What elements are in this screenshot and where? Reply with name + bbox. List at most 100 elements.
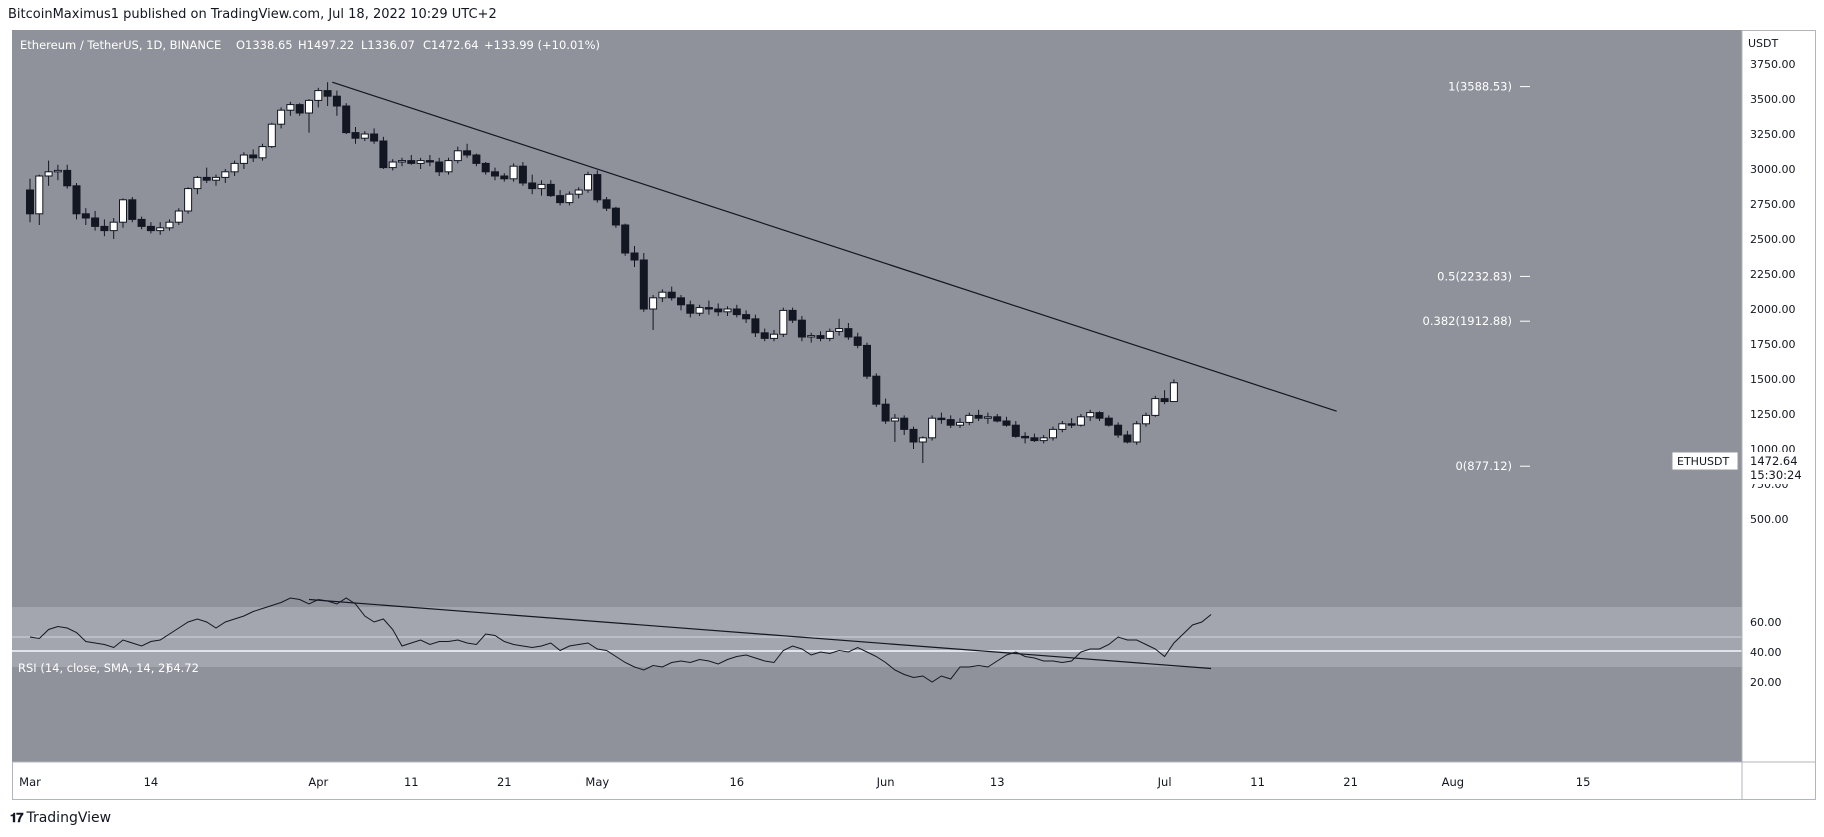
candle-down <box>342 105 351 134</box>
candle-up <box>1039 437 1048 442</box>
rsi-axis[interactable]: 20.00 40.00 60.00 <box>1750 616 1782 689</box>
price-chart[interactable]: 1(3588.53) 0.5(2232.83) 0.382(1912.88) 0(87… <box>12 30 1816 800</box>
candle-up <box>1076 416 1085 426</box>
ohlc-close: C1472.64 <box>423 38 479 52</box>
candle-down <box>1095 412 1104 419</box>
rsi-tick-label: 20.00 <box>1750 676 1782 689</box>
candle-up <box>416 160 425 164</box>
candle-up <box>965 414 974 423</box>
candle-down <box>1067 423 1076 426</box>
rsi-legend: RSI (14, close, SMA, 14, 2) <box>18 661 170 675</box>
footer-brand[interactable]: 𝟏𝟕 TradingView <box>10 810 111 826</box>
price-trendline-group <box>332 81 1337 412</box>
candle-up <box>1058 423 1067 430</box>
candle-up <box>1049 428 1057 439</box>
candle-up <box>537 183 546 190</box>
candle-down <box>146 225 155 232</box>
candle-down <box>81 213 90 219</box>
candle-down <box>481 162 490 173</box>
candle-down <box>528 182 537 190</box>
candle-up <box>109 221 118 232</box>
candle-down <box>1030 437 1039 442</box>
candle-down <box>100 225 109 232</box>
candles-group <box>26 82 1178 463</box>
candle-up <box>770 333 778 339</box>
candle-down <box>909 428 918 443</box>
candle-down <box>686 304 695 314</box>
candle-up <box>956 421 964 426</box>
candle-down <box>1011 424 1020 437</box>
candle-up <box>360 133 369 139</box>
candle-up <box>53 169 62 173</box>
price-tick-label: 500.00 <box>1750 513 1789 526</box>
rsi-pane[interactable] <box>12 652 1742 762</box>
candle-up <box>835 328 844 332</box>
candle-down <box>295 104 304 114</box>
candle-down <box>491 171 499 177</box>
candle-down <box>714 308 723 313</box>
rsi-tick-label: 60.00 <box>1750 616 1782 629</box>
candle-up <box>230 162 239 173</box>
candle-up <box>258 146 267 159</box>
candle-down <box>760 332 769 339</box>
ohlc-high: H1497.22 <box>298 38 354 52</box>
publish-header: BitcoinMaximus1 published on TradingView… <box>8 7 497 22</box>
candle-up <box>212 176 220 181</box>
candle-up <box>305 99 313 114</box>
footer-brand-text: TradingView <box>26 810 112 826</box>
candle-down <box>72 185 81 215</box>
candle-down <box>872 375 881 405</box>
time-tick-label: 16 <box>729 775 744 789</box>
candle-down <box>370 133 379 142</box>
candle-down <box>202 176 211 181</box>
candle-up <box>565 193 574 204</box>
candle-down <box>946 419 955 426</box>
time-tick-label: Apr <box>308 775 328 789</box>
candle-up <box>286 104 295 111</box>
currency-label: USDT <box>1748 37 1779 50</box>
candle-up <box>509 165 518 180</box>
candle-down <box>797 319 806 338</box>
candle-down <box>788 309 797 321</box>
candle-down <box>1160 398 1169 403</box>
fib-level-label: 1(3588.53) <box>1448 80 1512 94</box>
bar-countdown: 15:30:24 <box>1750 468 1802 482</box>
candle-up <box>314 90 323 101</box>
candle-up <box>658 291 667 299</box>
candle-up <box>890 417 899 422</box>
symbol-legend: Ethereum / TetherUS, 1D, BINANCE <box>20 38 221 52</box>
candle-down <box>332 95 341 107</box>
candle-down <box>379 140 388 169</box>
candle-down <box>128 199 137 220</box>
price-pane[interactable] <box>12 30 1742 650</box>
candle-down <box>1114 424 1123 436</box>
candle-down <box>732 308 741 316</box>
candle-down <box>993 416 1002 422</box>
fib-levels-group: 1(3588.53) 0.5(2232.83) 0.382(1912.88) 0(87… <box>1423 80 1530 473</box>
candle-down <box>853 336 862 346</box>
candle-down <box>137 218 146 227</box>
last-price-label: ETHUSDT 1472.64 15:30:24 <box>1671 451 1815 484</box>
candle-up <box>184 188 193 212</box>
tradingview-logo-icon: 𝟏𝟕 <box>10 810 24 826</box>
fib-level-label: 0.5(2232.83) <box>1437 269 1512 283</box>
candle-down <box>323 90 332 97</box>
price-tick-label: 3750.00 <box>1750 58 1796 71</box>
candle-down <box>26 189 34 215</box>
candle-down <box>1104 417 1113 426</box>
candle-down <box>351 132 360 139</box>
candle-down <box>900 417 909 430</box>
last-price-box <box>1743 452 1815 484</box>
time-tick-label: Jul <box>1157 775 1172 789</box>
price-tick-label: 1750.00 <box>1750 338 1796 351</box>
candle-down <box>593 174 602 201</box>
rsi-line <box>29 597 1212 683</box>
candle-down <box>407 160 416 164</box>
candle-down <box>556 195 565 204</box>
candle-up <box>723 308 732 313</box>
time-axis[interactable]: Mar 14 Apr 11 21 May 16 Jun 13 Jul 11 21 Aug 15 <box>19 775 1590 789</box>
candle-down <box>1123 434 1132 443</box>
ohlc-open: O1338.65 <box>236 38 293 52</box>
candle-down <box>816 335 825 339</box>
candle-up <box>1132 423 1141 443</box>
